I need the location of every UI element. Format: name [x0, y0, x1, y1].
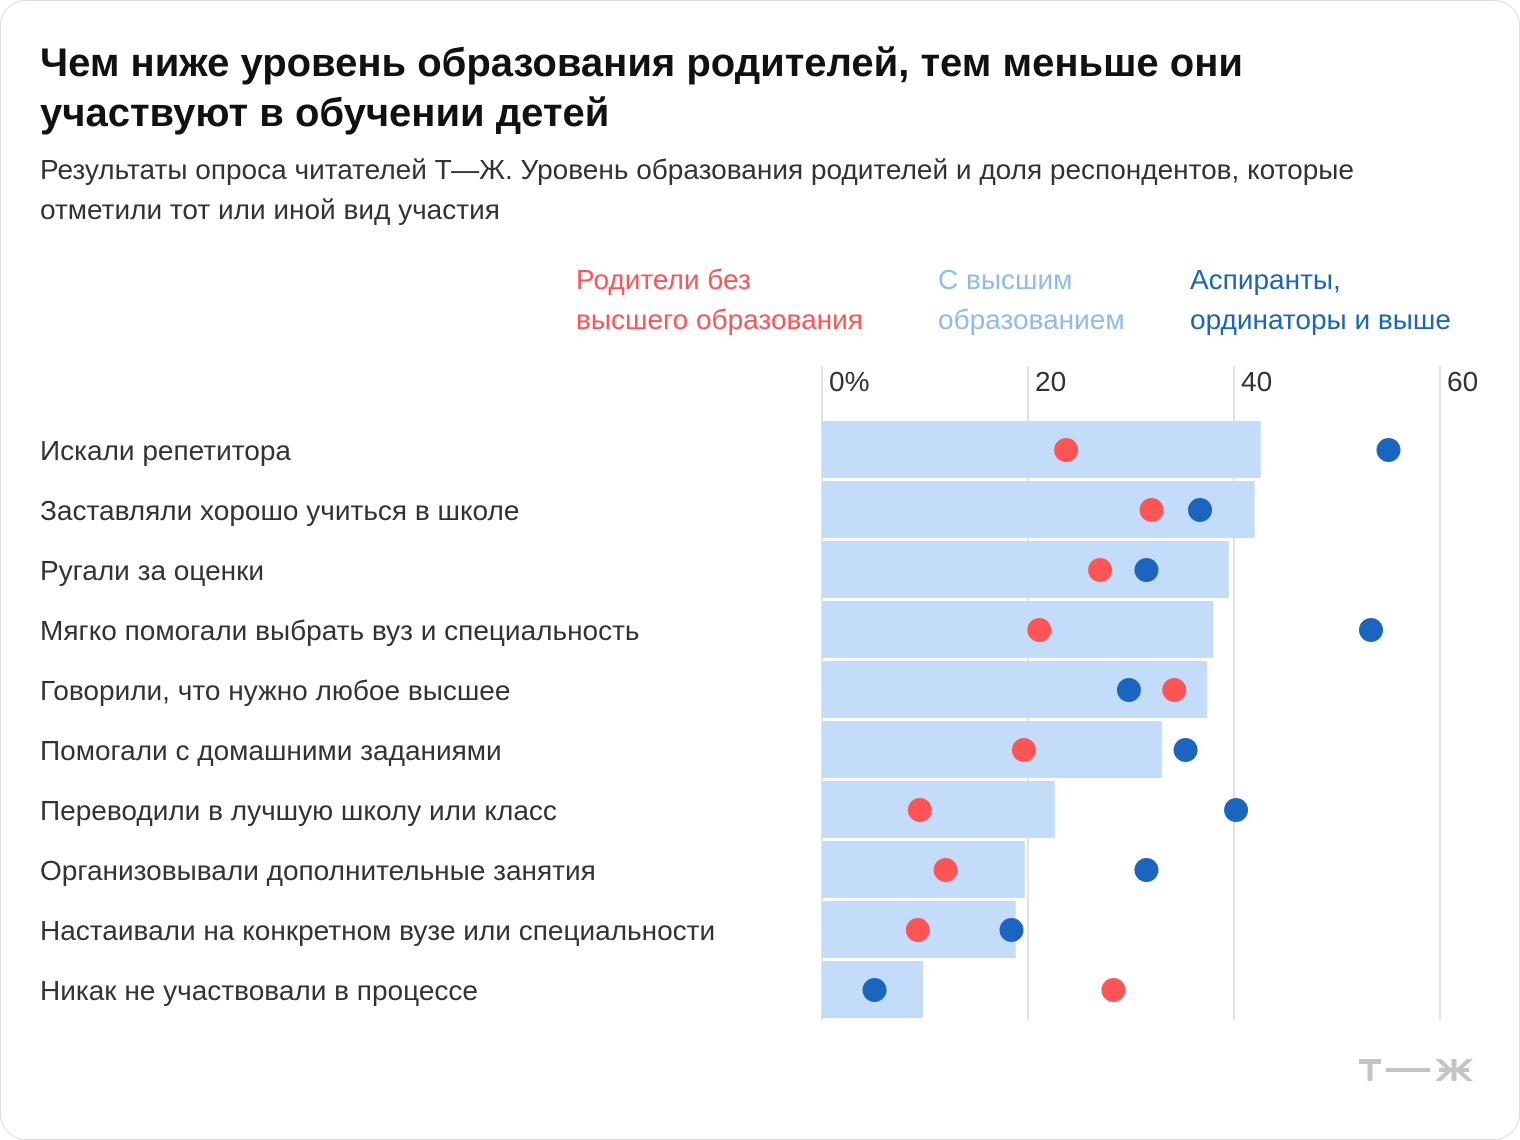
tzh-logo-icon: [1359, 1059, 1473, 1081]
bar-higher-education: [822, 661, 1208, 718]
legend-no-higher-line2: высшего образования: [576, 304, 863, 335]
dot-postgraduate: [1116, 678, 1141, 702]
legend-postgrad-line2: ординаторы и выше: [1190, 304, 1451, 335]
dot-no-higher-education: [905, 918, 930, 942]
legend-postgrad: Аспиранты, ординаторы и выше: [1190, 260, 1451, 340]
dot-postgraduate: [1134, 558, 1159, 582]
bar-higher-education: [822, 781, 1055, 838]
chart-title: Чем ниже уровень образования родителей, …: [40, 41, 1243, 135]
category-label: Организовывали дополнительные занятия: [40, 855, 596, 886]
legend-no-higher-line1: Родители без: [576, 264, 751, 295]
bar-higher-education: [822, 481, 1255, 538]
dot-postgraduate: [1188, 498, 1213, 522]
category-label: Ругали за оценки: [40, 555, 264, 586]
dot-no-higher-education: [1088, 558, 1113, 582]
dot-no-higher-education: [1011, 738, 1036, 762]
category-label: Заставляли хорошо учиться в школе: [40, 495, 519, 526]
dot-postgraduate: [862, 978, 887, 1002]
category-label: Помогали с домашними заданиями: [40, 735, 502, 766]
chart-subtitle: Результаты опроса читателей Т—Ж. Уровень…: [40, 154, 1354, 225]
category-label: Никак не участвовали в процессе: [40, 975, 478, 1006]
dot-no-higher-education: [907, 798, 932, 822]
legend-postgrad-line1: Аспиранты,: [1190, 264, 1341, 295]
category-label: Мягко помогали выбрать вуз и специальнос…: [40, 615, 640, 646]
category-label: Настаивали на конкретном вузе или специа…: [40, 915, 715, 946]
dot-postgraduate: [1173, 738, 1198, 762]
bar-higher-education: [822, 421, 1261, 478]
category-label: Искали репетитора: [40, 435, 291, 466]
dot-postgraduate: [1376, 438, 1401, 462]
tick-label: 40: [1241, 366, 1272, 397]
dot-no-higher-education: [1139, 498, 1164, 522]
dot-no-higher-education: [933, 858, 958, 882]
dot-postgraduate: [1358, 618, 1383, 642]
bar-higher-education: [822, 541, 1229, 598]
legend-higher-line2: образованием: [938, 304, 1125, 335]
category-label: Говорили, что нужно любое высшее: [40, 675, 510, 706]
legend-higher-line1: С высшим: [938, 264, 1073, 295]
dot-postgraduate: [1134, 858, 1159, 882]
tick-label: 0%: [829, 366, 869, 397]
bar-higher-education: [822, 841, 1025, 898]
dot-postgraduate: [1224, 798, 1249, 822]
dot-no-higher-education: [1162, 678, 1187, 702]
bar-higher-education: [822, 721, 1162, 778]
dot-postgraduate: [999, 918, 1024, 942]
dot-no-higher-education: [1027, 618, 1052, 642]
tick-label: 60: [1447, 366, 1478, 397]
legend-no-higher: Родители без высшего образования: [576, 260, 863, 340]
category-label: Переводили в лучшую школу или класс: [40, 795, 557, 826]
dot-no-higher-education: [1101, 978, 1126, 1002]
dot-no-higher-education: [1054, 438, 1079, 462]
tick-label: 20: [1035, 366, 1066, 397]
bar-higher-education: [822, 601, 1214, 658]
legend-higher: С высшим образованием: [938, 260, 1125, 340]
